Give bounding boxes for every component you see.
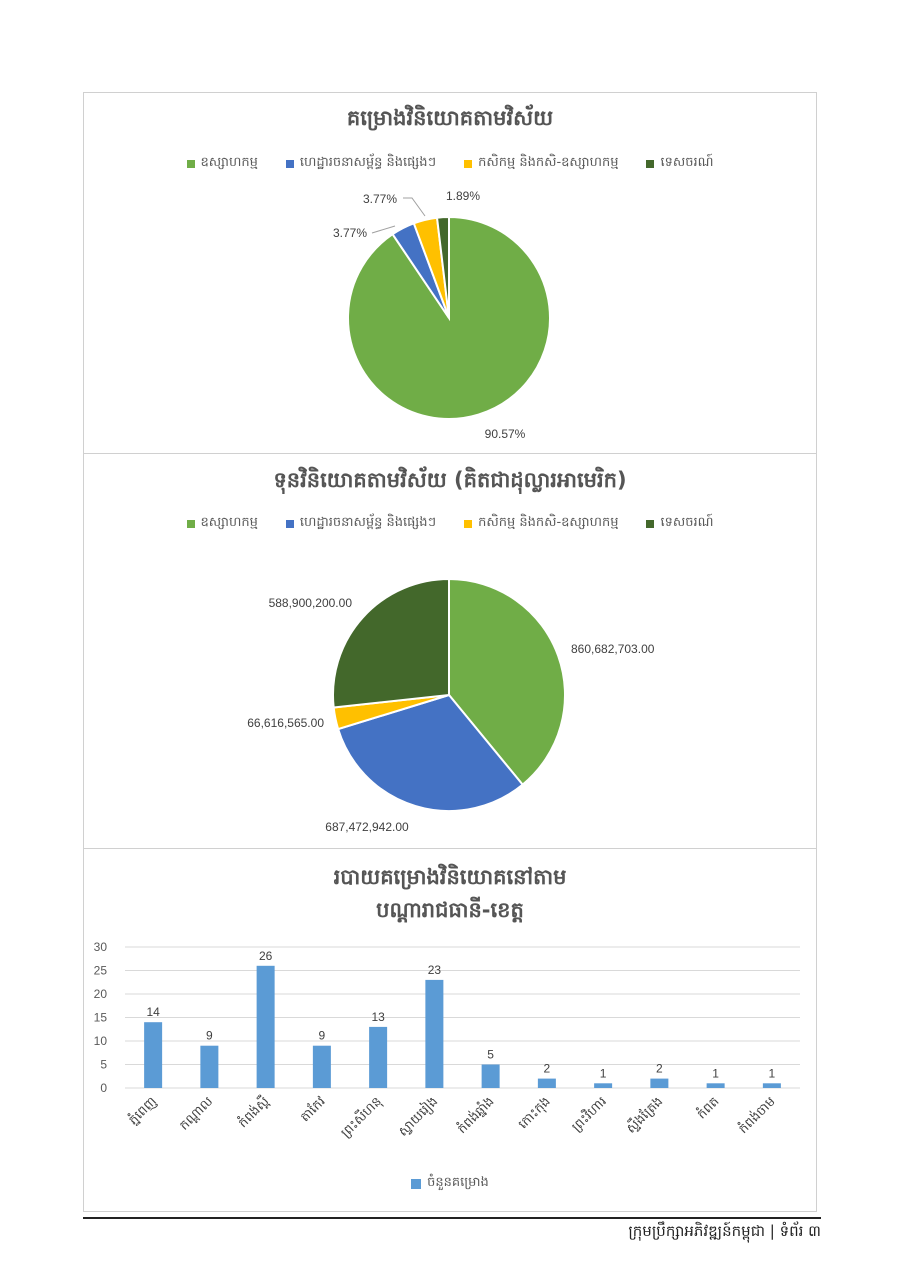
bar-data-label: 26 [259,949,273,963]
legend-label: ឧស្សាហកម្ម [200,155,258,170]
legend-item: ឧស្សាហកម្ម [186,514,258,533]
footer: ក្រុមប្រឹក្សាអភិវឌ្ឍន៍កម្ពុជា | ទំព័រ ៣ [628,1222,821,1244]
legend-label: ហេដ្ឋារចនាសម្ព័ន្ធ និងផ្សេងៗ [299,155,437,170]
pie2-title: ទុនវិនិយោគតាមវិស័យ (គិតជាដុល្លារអាមេរិក) [273,468,627,492]
pie-data-label: 66,616,565.00 [247,716,324,730]
x-tick-label: ស្វាយរៀង [394,1093,442,1141]
pie-slice [336,693,525,812]
pie-data-label: 3.77% [333,226,367,240]
bar-title-line2: បណ្តារាជធានី-ខេត្ត [376,898,524,922]
bar [762,1083,781,1088]
footer-org: ក្រុមប្រឹក្សាអភិវឌ្ឍន៍កម្ពុជា [628,1222,765,1240]
pie-slice [448,577,566,787]
footer-rule [83,1217,821,1219]
bar [650,1078,669,1088]
pie-data-label: 860,682,703.00 [571,642,655,656]
bar-data-label: 1 [600,1066,607,1080]
bar [256,965,275,1088]
pie-slice [435,215,450,319]
page-number: ទំព័រ ៣ [779,1222,821,1240]
x-tick-label: កំពង់ស្ពឺ [234,1093,272,1131]
pie-data-label: 3.77% [363,192,397,206]
x-tick-label: តាកែវ [296,1093,328,1125]
y-tick-label: 5 [100,1058,107,1072]
pie-data-label: 687,472,942.00 [325,820,409,834]
x-tick-label: កំពង់ចាម [735,1093,779,1137]
leader-line [403,197,426,217]
legend-label: ហេដ្ឋារចនាសម្ព័ន្ធ និងផ្សេងៗ [299,515,437,530]
x-tick-label: កោះកុង [516,1094,555,1133]
bar [481,1064,500,1088]
bar-data-label: 23 [428,963,442,977]
bar-data-label: 14 [146,1005,160,1019]
x-tick-label: ស្ទឹងត្រែង [622,1093,666,1137]
legend-item: ទេសចរណ៍ [646,154,714,173]
pie1-legend: ឧស្សាហកម្ម ហេដ្ឋារចនាសម្ព័ន្ធ និងផ្សេងៗ … [83,154,817,173]
bar [144,1022,163,1088]
legend-label: កសិកម្ម និងកសិ-ឧស្សាហកម្ម [478,515,619,530]
pie2-legend: ឧស្សាហកម្ម ហេដ្ឋារចនាសម្ព័ន្ធ និងផ្សេងៗ … [83,514,817,533]
bar [537,1078,556,1088]
divider [83,848,817,849]
bar-data-label: 9 [206,1029,213,1043]
legend-label: កសិកម្ម និងកសិ-ឧស្សាហកម្ម [478,155,619,170]
pie-data-label: 588,900,200.00 [269,596,353,610]
bar [594,1083,613,1088]
bar-data-label: 2 [656,1062,663,1076]
pie-data-label: 1.89% [446,189,480,203]
bar-data-label: 1 [769,1066,776,1080]
charts-frame [83,92,817,1212]
y-tick-label: 25 [94,964,108,978]
bar-data-label: 5 [487,1048,494,1062]
footer-separator: | [769,1222,775,1240]
legend-item: កសិកម្ម និងកសិ-ឧស្សាហកម្ម [464,514,618,533]
bar-legend: ចំនួនគម្រោង [83,1174,817,1193]
legend-label: ចំនួនគម្រោង [427,1175,489,1190]
x-tick-label: កណ្តាល [177,1094,216,1133]
pie-slice [332,577,450,709]
legend-item: ទេសចរណ៍ [646,514,714,533]
legend-item: ឧស្សាហកម្ម [186,154,258,173]
y-tick-label: 0 [100,1081,107,1095]
leader-line [371,225,396,234]
x-tick-label: ព្រះវិហារ [568,1093,610,1135]
legend-label: ទេសចរណ៍ [660,155,714,170]
bar-data-label: 2 [544,1062,551,1076]
bar [369,1026,388,1088]
x-tick-label: ភ្នំពេញ [125,1093,160,1128]
y-tick-label: 15 [94,1011,108,1025]
bar-data-label: 9 [319,1029,326,1043]
bar [706,1083,725,1088]
bar-title-line1: របាយគម្រោងវិនិយោគនៅតាម [333,865,567,889]
y-tick-label: 20 [94,987,108,1001]
bar [425,979,444,1088]
legend-item: ហេដ្ឋារចនាសម្ព័ន្ធ និងផ្សេងៗ [285,154,437,173]
pie-data-label: 90.57% [485,427,526,441]
legend-label: ទេសចរណ៍ [660,515,714,530]
x-tick-label: ព្រះសីហនុ [337,1093,386,1142]
x-tick-label: កំពង់ឆ្នាំង [453,1093,497,1137]
divider [83,453,817,454]
x-tick-label: កំពត [693,1093,723,1123]
y-tick-label: 30 [94,940,108,954]
legend-label: ឧស្សាហកម្ម [200,515,258,530]
bar [312,1045,331,1088]
y-tick-label: 10 [94,1034,108,1048]
bar-data-label: 1 [712,1066,719,1080]
legend-item: ហេដ្ឋារចនាសម្ព័ន្ធ និងផ្សេងៗ [285,514,437,533]
pie1-title: គម្រោងវិនិយោគតាមវិស័យ [346,106,554,130]
legend-item: ចំនួនគម្រោង [411,1174,489,1193]
bar-data-label: 13 [371,1010,385,1024]
legend-item: កសិកម្ម និងកសិ-ឧស្សាហកម្ម [464,154,618,173]
bar [200,1045,219,1088]
